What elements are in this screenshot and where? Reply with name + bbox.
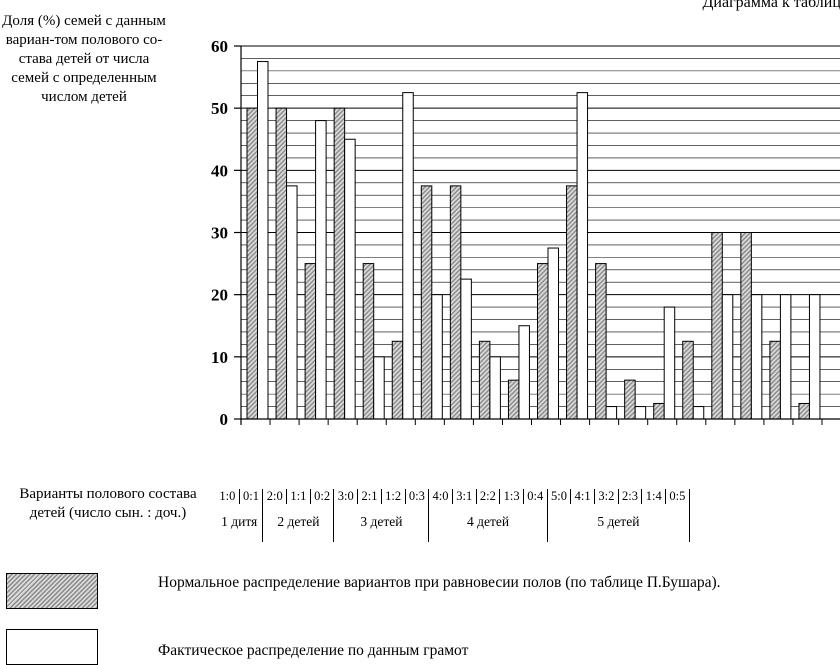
- bar-actual: [576, 92, 589, 420]
- group-label: 3 детей: [334, 502, 430, 542]
- category-label: 3:0: [334, 488, 359, 504]
- bar-normal: [391, 340, 404, 420]
- y-tick-label: 0: [220, 410, 229, 429]
- bar-normal: [798, 402, 810, 420]
- category-label: 1:0: [216, 488, 240, 504]
- bar-normal: [507, 379, 520, 420]
- category-label: 4:1: [571, 488, 595, 504]
- legend-label-normal: Нормальное распределение вариантов при р…: [158, 574, 721, 591]
- group-label: 2 детей: [263, 502, 335, 542]
- category-label: 1:1: [287, 488, 311, 504]
- y-tick-label: 40: [211, 161, 228, 180]
- bar-normal: [682, 340, 694, 420]
- bar-actual: [547, 247, 559, 420]
- category-label: 2:1: [358, 488, 382, 504]
- bar-actual: [692, 406, 705, 420]
- legend-swatch-actual: [6, 629, 98, 665]
- category-label: 2:0: [263, 488, 288, 504]
- bar-normal: [246, 107, 258, 420]
- category-label: 5:0: [548, 488, 572, 504]
- bar-normal: [275, 107, 288, 420]
- bar-normal: [595, 263, 607, 420]
- bar-normal: [566, 185, 578, 420]
- bar-actual: [286, 185, 298, 420]
- category-label: 0:1: [240, 488, 264, 504]
- category-label: 0:4: [524, 488, 548, 504]
- bar-actual: [431, 294, 443, 420]
- group-row: 1 дитя 2 детей 3 детей 4 детей 5 детей: [216, 502, 690, 542]
- bar-normal: [362, 263, 375, 420]
- category-label: 2:2: [477, 488, 501, 504]
- bar-actual: [750, 294, 763, 420]
- bar-normal: [333, 107, 346, 420]
- bar-normal: [653, 402, 665, 420]
- bar-normal: [711, 232, 723, 420]
- bar-actual: [257, 61, 269, 420]
- bar-normal: [449, 185, 462, 420]
- category-table-label: Варианты полового состава детей (число с…: [19, 486, 197, 521]
- y-tick-label: 10: [211, 348, 228, 367]
- legend-label-actual: Фактическое распределение по данным грам…: [158, 642, 469, 659]
- bar-actual: [663, 306, 676, 420]
- bar-normal: [740, 232, 752, 420]
- group-label: 4 детей: [429, 502, 548, 542]
- bar-normal: [478, 340, 491, 420]
- category-label: 0:3: [406, 488, 430, 504]
- bar-actual: [518, 325, 530, 420]
- bar-actual: [402, 92, 414, 420]
- bar-actual: [315, 120, 327, 420]
- bar-chart: 0 10 20 30 40 50 60: [211, 37, 840, 429]
- group-label: 1 дитя: [216, 502, 264, 542]
- bar-actual: [721, 294, 734, 420]
- legend-swatch-normal: [6, 573, 98, 609]
- category-label: 1:4: [642, 488, 667, 504]
- category-label: 2:3: [619, 488, 643, 504]
- bar-actual: [373, 356, 385, 420]
- category-label: 0:2: [311, 488, 335, 504]
- category-label: 1:3: [500, 488, 524, 504]
- bar-actual: [605, 406, 618, 420]
- bar-normal: [624, 379, 636, 420]
- bar-normal: [304, 263, 317, 420]
- bars: [246, 61, 821, 420]
- bar-actual: [634, 406, 647, 420]
- y-tick-label: 60: [211, 37, 228, 56]
- category-label: 3:1: [453, 488, 477, 504]
- bar-actual: [344, 138, 356, 420]
- category-label: 3:2: [595, 488, 619, 504]
- chart-title: Диаграмма к таблице: [702, 0, 840, 11]
- bar-actual: [779, 294, 792, 420]
- y-tick-label: 20: [211, 286, 228, 305]
- bar-normal: [769, 340, 781, 420]
- category-label: 1:2: [382, 488, 406, 504]
- category-table: 1:0 0:1 2:0 1:1 0:2 3:0 2:1 1:2 0:3 4:0 3:1 2:2 1:3 0…: [216, 485, 690, 542]
- category-label: 0:5: [666, 488, 690, 504]
- y-tick-label: 30: [211, 224, 228, 243]
- category-label: 4:0: [429, 488, 453, 504]
- bar-actual: [460, 278, 472, 420]
- category-row: 1:0 0:1 2:0 1:1 0:2 3:0 2:1 1:2 0:3 4:0 3:1 2:2 1:3 0…: [216, 485, 690, 507]
- y-tick-label: 50: [211, 99, 228, 118]
- bar-normal: [537, 263, 549, 420]
- axes: 0 10 20 30 40 50 60: [211, 37, 840, 429]
- group-label: 5 детей: [548, 502, 690, 542]
- bar-actual: [808, 294, 821, 420]
- bar-normal: [420, 185, 433, 420]
- bar-actual: [489, 356, 501, 420]
- y-axis-label: Доля (%) семей с данным вариан-том полов…: [2, 13, 166, 105]
